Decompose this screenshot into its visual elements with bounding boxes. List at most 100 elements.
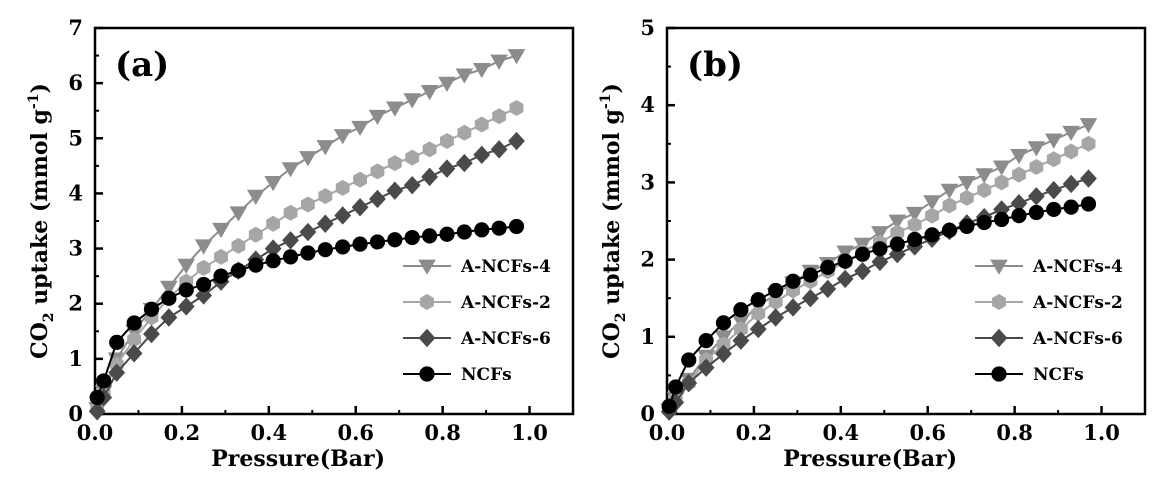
data-point [820, 259, 836, 275]
data-point [439, 226, 455, 242]
data-point [351, 120, 369, 137]
y-tick-label: 5 [640, 15, 655, 40]
data-point [508, 218, 525, 235]
data-point [422, 141, 437, 158]
data-point [335, 179, 350, 196]
x-tick-label: 0.6 [337, 420, 374, 445]
data-point [767, 308, 785, 327]
data-point [300, 245, 316, 261]
data-point [890, 224, 905, 241]
data-point [299, 151, 317, 167]
panel-label: (a) [115, 45, 169, 85]
data-point [732, 331, 750, 350]
data-point [942, 197, 957, 214]
data-point [715, 315, 732, 331]
data-point [300, 196, 315, 213]
legend-label: A-NCFs-6 [460, 329, 551, 349]
data-point [1044, 133, 1063, 149]
y-axis-title-part: uptake (mmol g [27, 109, 53, 312]
legend-marker [420, 294, 434, 310]
data-point [715, 344, 732, 363]
data-point [370, 163, 385, 180]
legend-label: A-NCFs-2 [1032, 293, 1123, 313]
y-tick-label: 1 [68, 346, 83, 371]
data-point [733, 321, 748, 338]
panel-a: 0.0 0.2 0.4 0.6 0.8 1.0 0 1 2 3 4 5 6 7 Pressure(Bar) C… [26, 15, 575, 472]
panel-b: 0.0 0.2 0.4 0.6 0.8 1.0012345Pressure(Bar)CO2… [598, 15, 1147, 472]
data-point [889, 236, 905, 252]
y-axis-title-part: ) [27, 83, 53, 93]
data-point [353, 171, 368, 188]
y-tick-label: 4 [640, 92, 655, 117]
data-point [1028, 204, 1044, 221]
data-point [1081, 135, 1096, 152]
x-tick-label: 0.6 [909, 420, 946, 445]
data-point [214, 248, 228, 265]
data-point [248, 226, 263, 243]
data-point [1012, 166, 1026, 183]
data-point [316, 214, 334, 233]
data-point [1010, 194, 1028, 213]
data-point [196, 259, 211, 276]
x-tick-label: 0.8 [996, 420, 1033, 445]
data-point [940, 183, 959, 199]
data-point [1080, 196, 1097, 212]
y-tick-label: 2 [68, 291, 83, 316]
data-point [768, 294, 783, 311]
series-line [668, 142, 1089, 411]
data-point [386, 181, 404, 200]
data-point [837, 253, 853, 269]
data-point [924, 227, 940, 243]
x-tick-label: 0.8 [424, 420, 461, 445]
data-point [750, 292, 766, 308]
data-point [88, 402, 106, 421]
data-point [248, 257, 264, 273]
data-point [1027, 187, 1045, 206]
data-point [507, 49, 526, 65]
data-point [751, 305, 766, 322]
data-point [318, 188, 333, 205]
y-axis-title-superscript: -1 [26, 94, 42, 110]
data-point [768, 282, 784, 299]
data-point [96, 373, 112, 389]
y-tick-label: 6 [68, 70, 83, 95]
data-point [784, 298, 802, 317]
data-point [161, 290, 177, 306]
data-point [871, 252, 889, 272]
data-point [802, 289, 819, 308]
data-point [89, 389, 105, 406]
data-point [697, 358, 715, 377]
data-point [246, 189, 265, 205]
data-point [854, 261, 871, 281]
data-point [109, 334, 125, 350]
data-point [455, 68, 474, 84]
data-point [177, 297, 195, 316]
data-point [785, 273, 801, 289]
data-point [1011, 207, 1027, 224]
y-tick-label: 1 [640, 324, 655, 349]
data-point [490, 140, 508, 159]
legend-label: A-NCFs-4 [460, 257, 551, 277]
data-point [975, 168, 994, 184]
data-point [958, 176, 976, 192]
data-point [888, 214, 907, 230]
y-tick-label: 4 [68, 180, 83, 205]
data-point [457, 124, 472, 141]
x-tick-label: 0.4 [251, 420, 288, 445]
data-point [907, 216, 922, 233]
data-point [351, 198, 369, 217]
data-point [1046, 151, 1061, 168]
data-point [661, 398, 677, 414]
data-point [836, 269, 854, 289]
data-point [872, 241, 888, 257]
data-point [1046, 201, 1062, 218]
y-axis-title-subscript: 2 [613, 312, 629, 322]
data-point [1062, 174, 1080, 194]
data-point [1010, 148, 1028, 165]
data-point [802, 267, 819, 283]
data-point [230, 263, 246, 279]
y-tick-label: 0 [68, 401, 83, 426]
legend-label: A-NCFs-4 [1032, 257, 1123, 277]
data-point [994, 174, 1009, 191]
